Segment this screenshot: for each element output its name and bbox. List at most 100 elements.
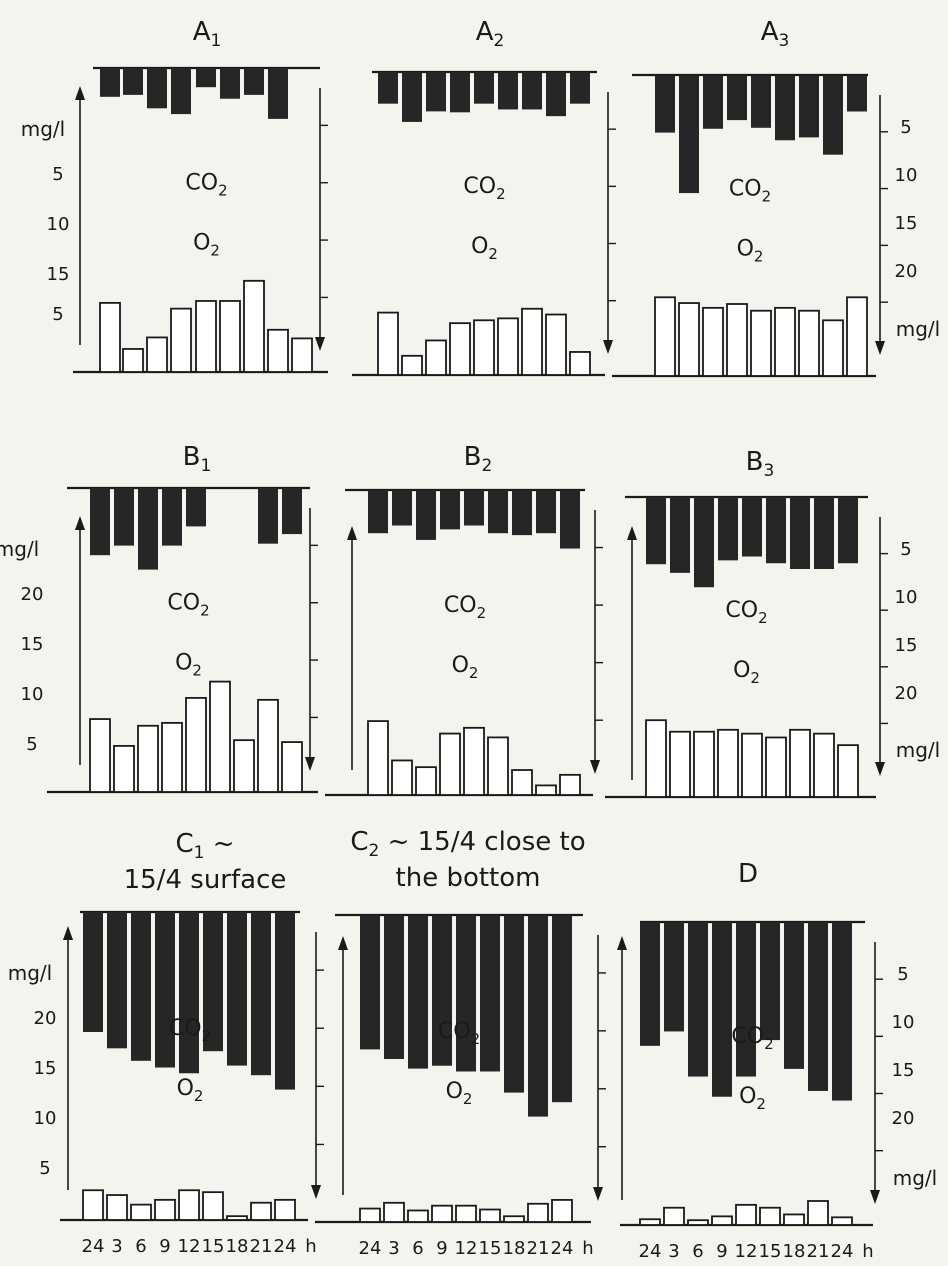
panel-8-x-unit-label: h: [582, 1238, 593, 1259]
panel-9-o2-bar: [711, 1215, 733, 1226]
panel-6-o2-label: O2: [733, 658, 760, 687]
panel-1-co2-bar: [171, 68, 191, 115]
panel-9-o2-bar: [687, 1219, 709, 1226]
panel-3-right-unit-label: mg/l: [896, 317, 940, 341]
panel-6-right-tick-label: 10: [895, 587, 918, 608]
panel-7-co2-bar: [83, 912, 103, 1032]
panel-1-co2-bar: [244, 68, 264, 95]
panel-9-o2-bar: [831, 1216, 853, 1226]
panel-7-right-axis-arrow: [311, 1185, 321, 1199]
panel-4-o2-bar: [185, 697, 207, 793]
panel-7-o2-bar: [106, 1194, 128, 1221]
panel-8-o2-bar: [431, 1204, 453, 1223]
panel-4-o2-bar: [137, 724, 159, 793]
panel-1-o2-bar: [267, 328, 289, 373]
panel-4-o2-bar: [89, 718, 111, 793]
panel-8-co2-bar: [384, 915, 404, 1059]
panel-5-o2-label: O2: [452, 653, 479, 682]
panel-8-x-tick-label: 15: [479, 1238, 502, 1259]
panel-5-o2-bar: [391, 759, 413, 796]
panel-9-right-tick-label: 10: [892, 1012, 915, 1033]
panel-2-co2-bar: [498, 72, 518, 110]
panel-2-co2-bar: [402, 72, 422, 122]
panel-6-co2-bar: [694, 497, 714, 588]
panel-3-co2-bar: [655, 75, 675, 133]
panel-3-right-tick-label: 20: [895, 261, 918, 282]
panel-2-o2-bar: [569, 351, 591, 376]
panel-7-subtitle: 15/4 surface: [124, 865, 287, 895]
panel-5-o2-bar: [439, 732, 461, 796]
panel-9-x-tick-label: 15: [759, 1241, 782, 1262]
panel-3-title: A3: [761, 17, 790, 51]
panel-2-o2-bar: [545, 313, 567, 376]
panel-9-co2-bar: [688, 922, 708, 1077]
panel-3-o2-bar: [702, 306, 724, 377]
panel-4-o2-bar: [257, 698, 279, 793]
panel-8-co2-bar: [432, 915, 452, 1066]
panel-1-left-tick-label: 5: [52, 164, 63, 185]
panel-9-co2-bar: [832, 922, 852, 1101]
panel-7-x-unit-label: h: [305, 1236, 316, 1257]
panel-5-co2-bar: [536, 490, 556, 534]
panel-2-co2-bar: [450, 72, 470, 113]
panel-3-o2-bar: [774, 306, 796, 377]
panel-3-co2-bar: [727, 75, 747, 121]
panel-3-co2-bar: [679, 75, 699, 194]
panel-2-o2-bar: [377, 311, 399, 376]
panel-1-o2-label: O2: [193, 231, 220, 260]
panel-1-co2-bar: [220, 68, 240, 99]
panel-7-o2-label: O2: [177, 1076, 204, 1105]
panel-9-right-tick-label: 15: [892, 1060, 915, 1081]
panel-1-o2-bar: [195, 300, 217, 373]
panel-7-x-tick-label: 3: [111, 1236, 122, 1257]
panel-3-co2-bar: [703, 75, 723, 129]
panel-8-x-tick-label: 6: [412, 1238, 423, 1259]
panel-6-o2-bar: [669, 730, 691, 798]
panel-7-co2-bar: [155, 912, 175, 1068]
panel-3-o2-bar: [654, 296, 676, 377]
panel-7-x-tick-label: 18: [226, 1236, 249, 1257]
panel-3-co2-bar: [775, 75, 795, 141]
panel-1-co2-bar: [123, 68, 143, 95]
panel-5-o2-bar: [415, 766, 437, 796]
panel-7-x-tick-label: 12: [178, 1236, 201, 1257]
panel-7-x-tick-label: 21: [250, 1236, 273, 1257]
panel-6-right-unit-label: mg/l: [896, 738, 940, 762]
panel-4-co2-bar: [282, 488, 302, 535]
panel-1-title: A1: [193, 17, 222, 51]
panel-9-x-tick-label: 12: [735, 1241, 758, 1262]
panel-8-co2-label: CO2: [438, 1019, 480, 1048]
panel-8-o2-label: O2: [446, 1079, 473, 1108]
panel-7-left-tick-label: 20: [34, 1008, 57, 1029]
panel-7-x-tick-label: 6: [135, 1236, 146, 1257]
panel-5-co2-bar: [464, 490, 484, 526]
panel-6-co2-bar: [838, 497, 858, 564]
panel-2-co2-bar: [426, 72, 446, 112]
panel-6-o2-bar: [717, 728, 739, 798]
panel-2-co2-bar: [570, 72, 590, 104]
panel-4-left-tick-label: 10: [21, 684, 44, 705]
panel-3-o2-bar: [750, 309, 772, 377]
panel-1-co2-bar: [100, 68, 120, 97]
panel-5-left-axis-arrow: [347, 526, 357, 540]
panel-1-o2-bar: [170, 307, 192, 373]
panel-6-co2-bar: [718, 497, 738, 561]
panel-8-x-tick-label: 9: [436, 1238, 447, 1259]
panel-9-co2-label: CO2: [731, 1024, 773, 1053]
panel-7-left-axis-arrow: [63, 926, 73, 940]
panel-8-o2-bar: [551, 1199, 573, 1223]
panel-6-o2-bar: [837, 744, 859, 798]
panel-8-co2-bar: [456, 915, 476, 1072]
panel-9-co2-bar: [640, 922, 660, 1046]
panel-8-title: C2 ~ 15/4 close to: [350, 827, 585, 861]
panel-9-x-unit-label: h: [862, 1241, 873, 1262]
panel-4-co2-bar: [162, 488, 182, 546]
panel-7-title: C1 ~: [175, 829, 234, 863]
panel-6-co2-bar: [766, 497, 786, 564]
panel-2-right-axis-arrow: [603, 340, 613, 354]
panel-5-o2-bar: [511, 769, 533, 796]
panel-6-o2-bar: [765, 736, 787, 798]
panel-4-right-axis-arrow: [305, 757, 315, 771]
panel-7-x-tick-label: 15: [202, 1236, 225, 1257]
panel-9-co2-bar: [664, 922, 684, 1032]
